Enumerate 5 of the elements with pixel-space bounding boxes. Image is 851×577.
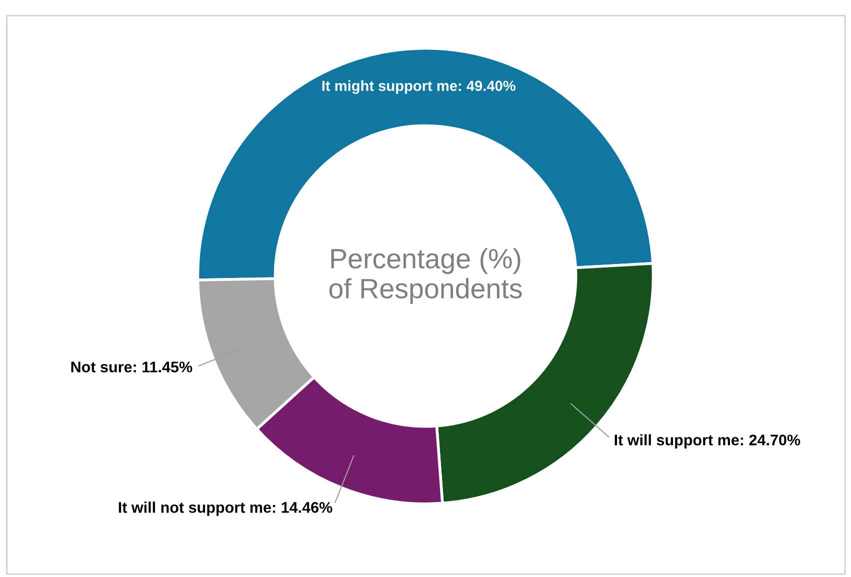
slice-label: It will support me: 24.70% <box>614 434 800 448</box>
text: Percentage (%) of Respondents <box>329 248 522 304</box>
slice-label: Not sure: 11.45% <box>71 362 192 372</box>
slice-label: It might support me: 49.40% <box>322 80 516 94</box>
slice-label: It will not support me: 14.46% <box>118 502 332 516</box>
